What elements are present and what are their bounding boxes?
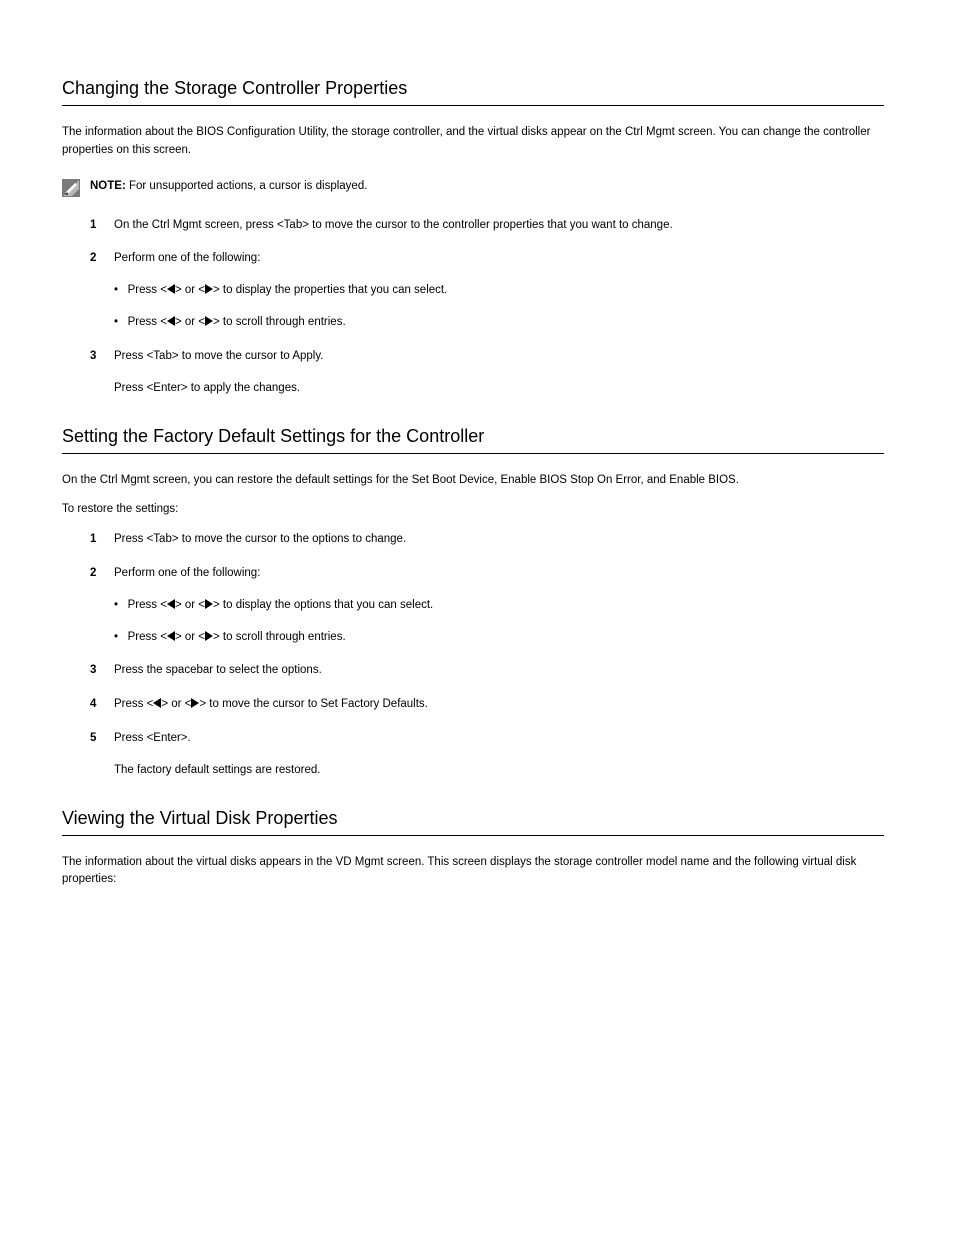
txt: > to scroll through entries. xyxy=(213,631,346,643)
step-3: 3 Press the spacebar to select the optio… xyxy=(90,662,884,680)
left-arrow-icon xyxy=(167,631,175,641)
note-body: For unsupported actions, a cursor is dis… xyxy=(126,180,368,192)
txt: Press < xyxy=(128,284,167,296)
step-3: 3 Press <Tab> to move the cursor to Appl… xyxy=(90,348,884,398)
step-number: 2 xyxy=(90,565,104,646)
txt: Press < xyxy=(128,599,167,611)
note-text: NOTE: For unsupported actions, a cursor … xyxy=(90,178,367,196)
note-label: NOTE: xyxy=(90,180,126,192)
section-viewing-vd-properties: Viewing the Virtual Disk Properties The … xyxy=(62,808,884,890)
left-arrow-icon xyxy=(167,284,175,294)
step-text: Perform one of the following: xyxy=(114,250,884,268)
section-intro-sub: To restore the settings: xyxy=(62,501,884,519)
left-arrow-icon xyxy=(167,599,175,609)
step-number: 3 xyxy=(90,348,104,398)
note-block: NOTE: For unsupported actions, a cursor … xyxy=(62,178,884,197)
step-text: • Press <> or <> to scroll through entri… xyxy=(114,629,884,647)
section-title: Viewing the Virtual Disk Properties xyxy=(62,808,884,829)
step-text: Press the spacebar to select the options… xyxy=(114,662,884,680)
step-text: • Press <> or <> to scroll through entri… xyxy=(114,314,884,332)
step-2: 2 Perform one of the following: • Press … xyxy=(90,250,884,331)
step-4: 4 Press < > or < > to move the cursor to S… xyxy=(90,696,884,714)
steps-list: 1 On the Ctrl Mgmt screen, press <Tab> t… xyxy=(90,217,884,398)
step-text: Press < > or < > to move the cursor to Set… xyxy=(114,696,884,714)
section-divider xyxy=(62,453,884,454)
note-icon xyxy=(62,179,80,197)
right-arrow-icon xyxy=(205,631,213,641)
txt: > or < xyxy=(175,316,205,328)
step-number: 2 xyxy=(90,250,104,331)
step-text: Press <Tab> to move the cursor to Apply. xyxy=(114,348,884,366)
right-arrow-icon xyxy=(205,599,213,609)
section-title: Changing the Storage Controller Properti… xyxy=(62,78,884,99)
step-text: Press <Enter>. xyxy=(114,730,884,748)
step-2: 2 Perform one of the following: • Press … xyxy=(90,565,884,646)
section-divider xyxy=(62,835,884,836)
step-5: 5 Press <Enter>. The factory default set… xyxy=(90,730,884,780)
txt: > to display the options that you can se… xyxy=(213,599,433,611)
right-arrow-icon xyxy=(205,316,213,326)
steps-list: 1 Press <Tab> to move the cursor to the … xyxy=(90,531,884,780)
txt: > or < xyxy=(175,631,205,643)
step-number: 4 xyxy=(90,696,104,714)
left-arrow-icon xyxy=(167,316,175,326)
txt: Press < xyxy=(114,698,153,710)
step-number: 1 xyxy=(90,217,104,235)
right-arrow-icon xyxy=(205,284,213,294)
txt: > to move the cursor to Set Factory Defa… xyxy=(199,698,428,710)
step-text: On the Ctrl Mgmt screen, press <Tab> to … xyxy=(114,217,884,235)
section-intro: On the Ctrl Mgmt screen, you can restore… xyxy=(62,472,884,490)
step-1: 1 On the Ctrl Mgmt screen, press <Tab> t… xyxy=(90,217,884,235)
step-number: 1 xyxy=(90,531,104,549)
txt: Press < xyxy=(128,316,167,328)
step-number: 5 xyxy=(90,730,104,780)
section-factory-defaults: Setting the Factory Default Settings for… xyxy=(62,426,884,780)
txt: Press < xyxy=(128,631,167,643)
step-1: 1 Press <Tab> to move the cursor to the … xyxy=(90,531,884,549)
step-text: Press <Tab> to move the cursor to the op… xyxy=(114,531,884,549)
section-changing-controller-properties: Changing the Storage Controller Properti… xyxy=(62,78,884,398)
txt: > or < xyxy=(175,599,205,611)
txt: > or < xyxy=(161,698,191,710)
step-note: The factory default settings are restore… xyxy=(114,762,884,780)
txt: > or < xyxy=(175,284,205,296)
txt: > to display the properties that you can… xyxy=(213,284,447,296)
step-text: • Press <> or <> to display the properti… xyxy=(114,282,884,300)
section-divider xyxy=(62,105,884,106)
section-title: Setting the Factory Default Settings for… xyxy=(62,426,884,447)
step-text: Press <Enter> to apply the changes. xyxy=(114,380,884,398)
section-intro: The information about the virtual disks … xyxy=(62,854,884,890)
step-number: 3 xyxy=(90,662,104,680)
step-text: Perform one of the following: xyxy=(114,565,884,583)
section-intro: The information about the BIOS Configura… xyxy=(62,124,884,160)
txt: > to scroll through entries. xyxy=(213,316,346,328)
step-text: • Press <> or <> to display the options … xyxy=(114,597,884,615)
